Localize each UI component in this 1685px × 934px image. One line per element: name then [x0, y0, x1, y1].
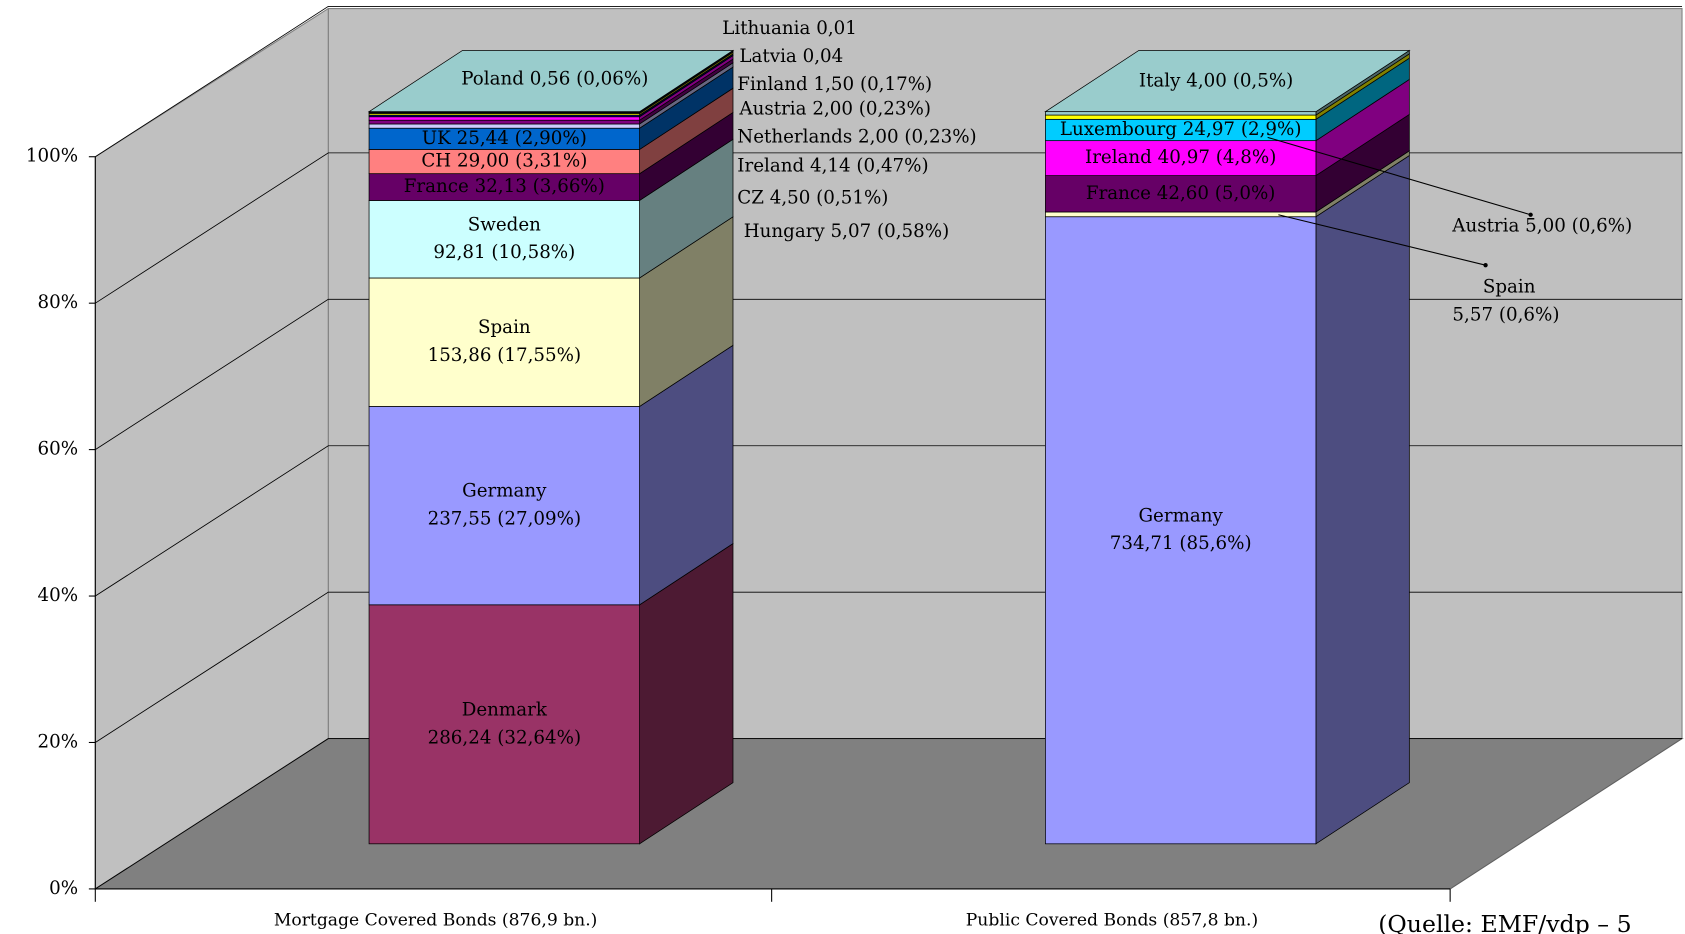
data-label-name: Austria — [738, 99, 806, 120]
y-tick-label: 40% — [38, 585, 79, 606]
data-label: Ireland 40,97 (4,8%) — [1085, 147, 1276, 168]
data-label: Luxembourg 24,97 (2,9%) — [1060, 119, 1302, 140]
data-label-name: CZ — [737, 188, 764, 209]
data-label-value: 4,14 (0,47%) — [810, 155, 929, 176]
data-label: UK 25,44 (2,90%) — [422, 128, 587, 149]
data-label-name: France — [404, 176, 469, 197]
bar-side — [1315, 154, 1410, 845]
bar-segment — [368, 116, 640, 121]
data-label: 92,81 (10,58%) — [433, 242, 575, 263]
y-tick-label: 60% — [38, 439, 79, 460]
data-label-value: 24,97 (2,9%) — [1183, 119, 1302, 140]
data-label: Ireland 4,14 (0,47%) — [737, 155, 928, 176]
data-label: 734,71 (85,6%) — [1110, 533, 1252, 554]
data-label-value: 42,60 (5,0%) — [1157, 183, 1276, 204]
data-label-name: Ireland — [1085, 147, 1152, 168]
bar-segment — [368, 277, 640, 407]
bar-segment — [1045, 175, 1317, 213]
floor — [93, 738, 1684, 890]
bar-segment — [1045, 211, 1317, 218]
data-label-name: Poland — [461, 68, 524, 89]
data-label-value: 1,50 (0,17%) — [814, 74, 933, 95]
data-label: Italy 4,00 (0,5%) — [1139, 71, 1293, 92]
x-tick-label: Public Covered Bonds (857,8 bn.) — [966, 911, 1258, 931]
bar-segment — [368, 173, 640, 201]
data-label: 237,55 (27,09%) — [428, 509, 582, 530]
data-label: CH 29,00 (3,31%) — [421, 151, 587, 172]
data-label-name: Finland — [737, 74, 808, 95]
data-label-name: Denmark — [462, 699, 548, 720]
data-label: Austria 5,00 (0,6%) — [1451, 216, 1632, 237]
data-label: Poland 0,56 (0,06%) — [461, 68, 648, 89]
data-label-name: Luxembourg — [1060, 119, 1177, 140]
labels: 0% 20% 40% 60% 80% 100% Mortgage Covered Bonds… — [26, 18, 1632, 931]
y-tick-label: 20% — [38, 731, 79, 752]
data-label-name: Germany — [1138, 505, 1223, 526]
data-label-value: 5,00 (0,6%) — [1525, 216, 1632, 237]
bar-top — [367, 50, 735, 113]
data-label: Latvia 0,04 — [739, 46, 843, 67]
data-label: Austria 2,00 (0,23%) — [738, 99, 931, 120]
data-label-value: 29,00 (3,31%) — [457, 151, 587, 172]
data-label-name: Netherlands — [737, 126, 852, 147]
source: (Quelle: EMF/vdp – 5 — [1378, 910, 1631, 934]
data-label-name: Lithuania — [722, 18, 810, 39]
leader-line — [1278, 214, 1486, 266]
leader-dot — [1528, 212, 1533, 217]
data-label: France 32,13 (3,66%) — [404, 176, 605, 197]
data-label-value: 0,56 (0,06%) — [530, 68, 649, 89]
data-label: 153,86 (17,55%) — [428, 345, 582, 366]
data-label-name: Austria — [1451, 216, 1519, 237]
data-label-name: Spain — [1483, 277, 1536, 298]
data-label: 5,57 (0,6%) — [1452, 305, 1559, 326]
data-label-name: CH — [421, 151, 451, 172]
data-label: CZ 4,50 (0,51%) — [737, 188, 888, 209]
bar-segment — [368, 406, 640, 606]
bar-segment — [1045, 111, 1317, 116]
bars — [367, 49, 1411, 845]
data-label-name: Ireland — [737, 155, 804, 176]
data-label-value: 4,50 (0,51%) — [770, 188, 889, 209]
x-tick-label: Mortgage Covered Bonds (876,9 bn.) — [274, 911, 598, 931]
data-label-value: 2,00 (0,23%) — [812, 99, 931, 120]
bar-top — [1044, 50, 1411, 113]
data-label-value: 5,07 (0,58%) — [831, 221, 950, 242]
bar-segment — [368, 604, 640, 845]
data-label-value: 32,13 (3,66%) — [475, 176, 605, 197]
bar-segment — [368, 119, 640, 125]
data-label-name: Germany — [462, 481, 547, 502]
y-tick-label: 80% — [38, 292, 79, 313]
data-label-name: France — [1086, 183, 1151, 204]
grid-line — [95, 6, 1683, 158]
data-label: 286,24 (32,64%) — [428, 727, 582, 748]
data-label-name: Sweden — [468, 214, 541, 235]
data-label-name: Spain — [478, 317, 531, 338]
bar-segment — [1045, 216, 1317, 845]
side-wall — [94, 7, 329, 890]
data-label-value: 25,44 (2,90%) — [457, 128, 587, 149]
data-label-value: 0,01 — [816, 18, 857, 39]
data-label: Finland 1,50 (0,17%) — [737, 74, 932, 95]
data-label: Lithuania 0,01 — [722, 18, 857, 39]
data-label-value: 2,00 (0,23%) — [858, 126, 977, 147]
data-label-name: Hungary — [744, 221, 826, 242]
leader-dot — [1483, 263, 1488, 268]
y-tick-label: 0% — [49, 878, 78, 899]
data-label-name: UK — [422, 128, 451, 149]
data-label-value: 40,97 (4,8%) — [1158, 147, 1277, 168]
y-tick-label: 100% — [26, 146, 78, 167]
data-label: France 42,60 (5,0%) — [1086, 183, 1276, 204]
data-label-name: Italy — [1139, 71, 1181, 92]
data-label: Netherlands 2,00 (0,23%) — [737, 126, 976, 147]
bar-segment — [368, 149, 640, 175]
data-label-value: 4,00 (0,5%) — [1186, 71, 1293, 92]
leader-line — [1267, 136, 1531, 216]
data-label-value: 0,04 — [803, 46, 844, 67]
bar-segment — [368, 200, 640, 279]
data-label-name: Latvia — [739, 46, 796, 67]
data-label: Hungary 5,07 (0,58%) — [744, 221, 950, 242]
